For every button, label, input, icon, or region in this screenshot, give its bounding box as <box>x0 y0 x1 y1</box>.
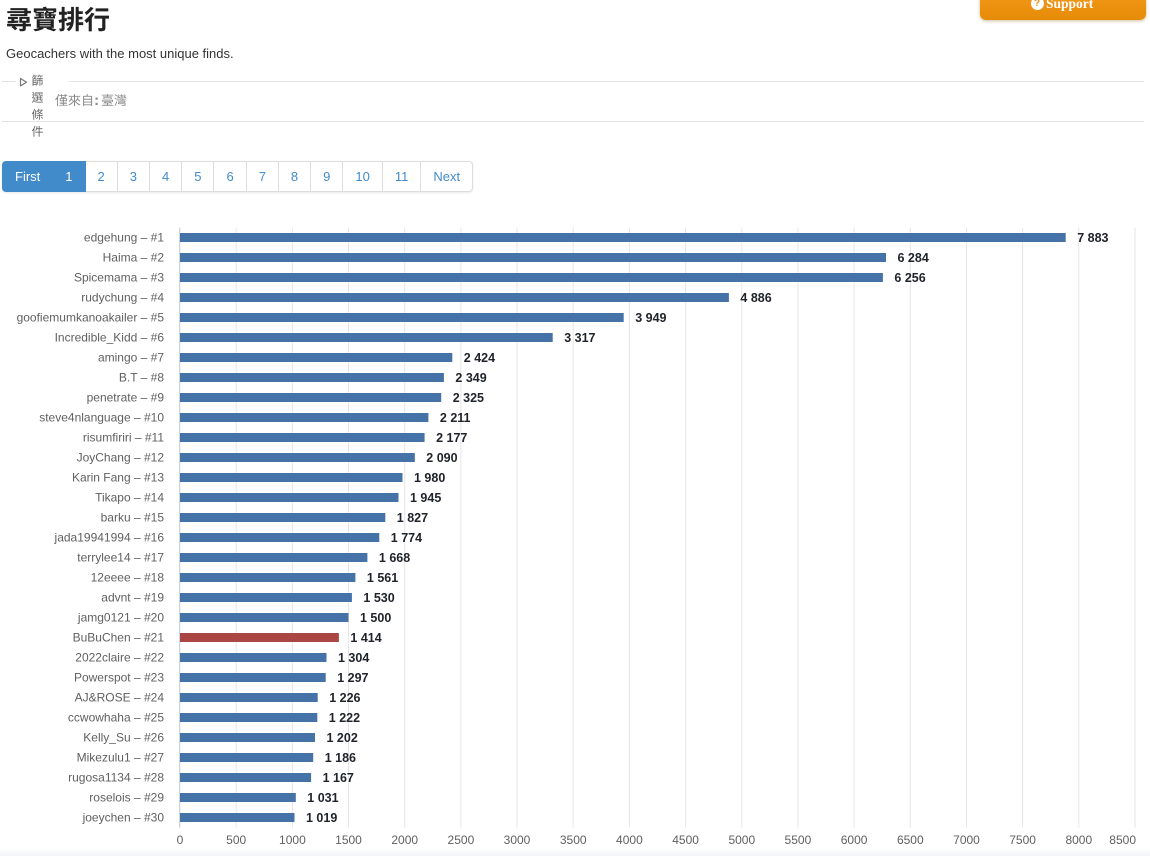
svg-text:1 500: 1 500 <box>360 611 391 625</box>
svg-text:5500: 5500 <box>785 833 812 847</box>
svg-text:3 317: 3 317 <box>564 331 595 345</box>
svg-text:Kelly_Su – #26: Kelly_Su – #26 <box>83 731 164 745</box>
svg-text:1 304: 1 304 <box>338 651 369 665</box>
svg-text:2 090: 2 090 <box>426 451 457 465</box>
svg-text:jada19941994 – #16: jada19941994 – #16 <box>54 531 165 545</box>
svg-text:4500: 4500 <box>672 833 699 847</box>
svg-text:Karin Fang – #13: Karin Fang – #13 <box>72 471 164 485</box>
svg-text:Incredible_Kidd – #6: Incredible_Kidd – #6 <box>55 331 165 345</box>
svg-text:1 186: 1 186 <box>325 751 356 765</box>
svg-text:3 949: 3 949 <box>635 311 666 325</box>
svg-text:1 226: 1 226 <box>329 691 360 705</box>
svg-text:6 256: 6 256 <box>894 271 925 285</box>
svg-text:1 031: 1 031 <box>307 791 338 805</box>
svg-text:rudychung – #4: rudychung – #4 <box>81 291 164 305</box>
svg-text:1500: 1500 <box>335 833 362 847</box>
svg-text:AJ&ROSE – #24: AJ&ROSE – #24 <box>75 691 165 705</box>
svg-text:risumfiriri – #11: risumfiriri – #11 <box>83 431 164 445</box>
svg-text:jamg0121 – #20: jamg0121 – #20 <box>77 611 164 625</box>
svg-text:B.T – #8: B.T – #8 <box>119 371 164 385</box>
svg-text:2000: 2000 <box>391 833 418 847</box>
svg-text:2 177: 2 177 <box>436 431 467 445</box>
svg-text:terrylee14 – #17: terrylee14 – #17 <box>77 551 164 565</box>
svg-text:7500: 7500 <box>1009 833 1036 847</box>
svg-text:edgehung – #1: edgehung – #1 <box>84 231 164 245</box>
svg-text:2 325: 2 325 <box>453 391 484 405</box>
svg-text:1 774: 1 774 <box>391 531 422 545</box>
svg-text:1 297: 1 297 <box>337 671 368 685</box>
svg-text:1 530: 1 530 <box>363 591 394 605</box>
svg-text:3500: 3500 <box>560 833 587 847</box>
svg-text:1000: 1000 <box>279 833 306 847</box>
svg-text:penetrate – #9: penetrate – #9 <box>87 391 165 405</box>
svg-text:500: 500 <box>226 833 246 847</box>
svg-text:roselois – #29: roselois – #29 <box>89 791 164 805</box>
svg-text:6 284: 6 284 <box>898 251 929 265</box>
svg-text:2022claire – #22: 2022claire – #22 <box>75 651 164 665</box>
svg-text:8500: 8500 <box>1109 833 1136 847</box>
svg-text:1 019: 1 019 <box>306 811 337 825</box>
svg-text:6000: 6000 <box>841 833 868 847</box>
svg-text:goofiemumkanoakailer – #5: goofiemumkanoakailer – #5 <box>17 311 165 325</box>
svg-text:Powerspot – #23: Powerspot – #23 <box>74 671 164 685</box>
svg-text:Haima – #2: Haima – #2 <box>103 251 165 265</box>
svg-text:1 202: 1 202 <box>327 731 358 745</box>
svg-text:1 668: 1 668 <box>379 551 410 565</box>
svg-text:amingo – #7: amingo – #7 <box>98 351 164 365</box>
svg-text:steve4nlanguage – #10: steve4nlanguage – #10 <box>39 411 164 425</box>
svg-text:1 980: 1 980 <box>414 471 445 485</box>
svg-text:7 883: 7 883 <box>1077 231 1108 245</box>
svg-text:4 886: 4 886 <box>740 291 771 305</box>
svg-text:1 827: 1 827 <box>397 511 428 525</box>
svg-text:rugosa1134 – #28: rugosa1134 – #28 <box>68 771 164 785</box>
svg-text:0: 0 <box>177 833 184 847</box>
svg-text:1 167: 1 167 <box>323 771 354 785</box>
svg-text:1 222: 1 222 <box>329 711 360 725</box>
svg-text:3000: 3000 <box>504 833 531 847</box>
svg-text:joeychen – #30: joeychen – #30 <box>82 811 165 825</box>
svg-text:2500: 2500 <box>448 833 475 847</box>
svg-text:2 424: 2 424 <box>464 351 495 365</box>
svg-text:1 414: 1 414 <box>350 631 381 645</box>
svg-text:Spicemama – #3: Spicemama – #3 <box>74 271 164 285</box>
svg-text:Mikezulu1 – #27: Mikezulu1 – #27 <box>77 751 165 765</box>
svg-text:2 211: 2 211 <box>440 411 471 425</box>
svg-text:2 349: 2 349 <box>455 371 486 385</box>
svg-text:JoyChang – #12: JoyChang – #12 <box>77 451 165 465</box>
svg-text:1 561: 1 561 <box>367 571 398 585</box>
svg-text:4000: 4000 <box>616 833 643 847</box>
svg-text:8000: 8000 <box>1065 833 1092 847</box>
svg-text:5000: 5000 <box>728 833 755 847</box>
svg-text:6500: 6500 <box>897 833 924 847</box>
svg-text:1 945: 1 945 <box>410 491 441 505</box>
svg-text:barku – #15: barku – #15 <box>101 511 165 525</box>
svg-text:BuBuChen – #21: BuBuChen – #21 <box>73 631 165 645</box>
svg-text:12eeee – #18: 12eeee – #18 <box>91 571 165 585</box>
svg-text:advnt – #19: advnt – #19 <box>101 591 164 605</box>
svg-text:ccwowhaha – #25: ccwowhaha – #25 <box>68 711 164 725</box>
svg-text:Tikapo – #14: Tikapo – #14 <box>95 491 164 505</box>
svg-text:7000: 7000 <box>953 833 980 847</box>
